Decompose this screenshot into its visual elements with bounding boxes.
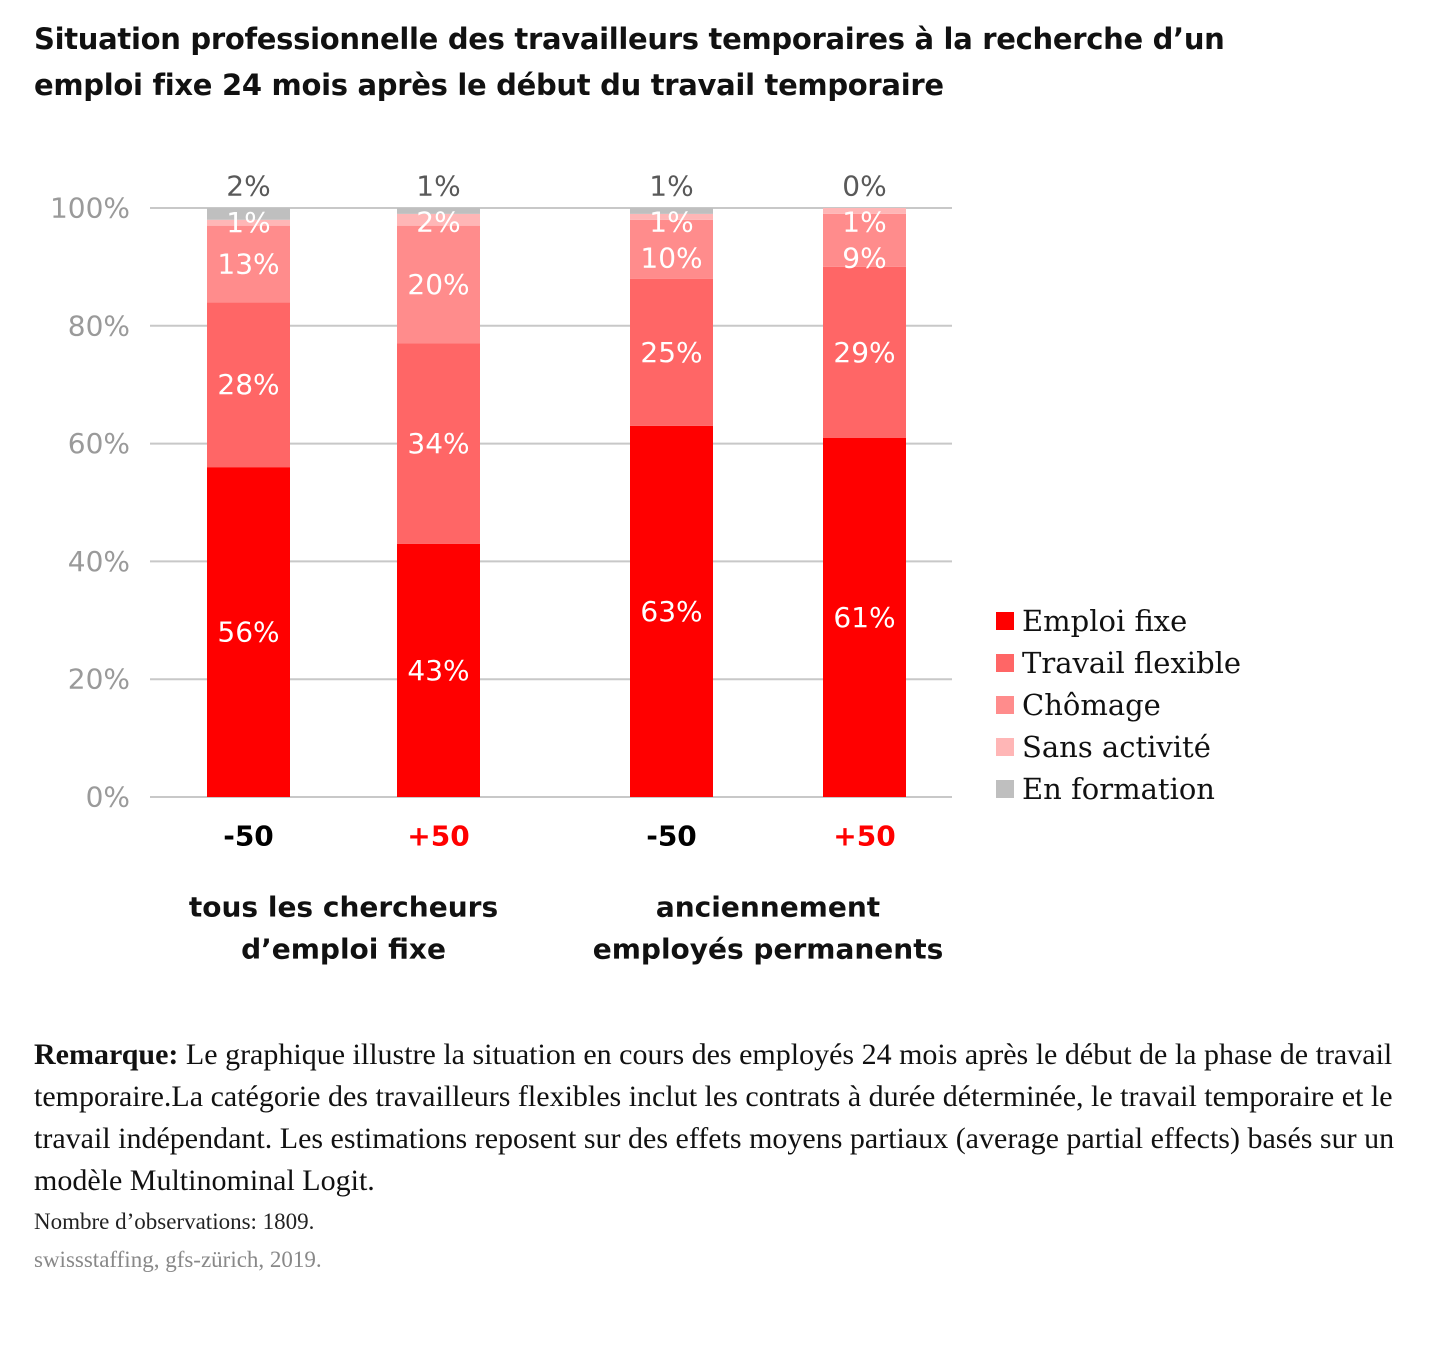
legend-label: Sans activité [1022,730,1211,764]
data-label: 63% [640,595,702,628]
bar-segment [397,543,480,797]
data-label: 61% [833,601,895,634]
y-tick-label: 100% [50,192,130,225]
data-label: 43% [407,654,469,687]
data-label: 0% [842,170,886,203]
x-tick-label: -50 [646,820,697,853]
legend-swatch [996,696,1014,714]
group-label: d’emploi fixe [241,933,446,966]
bar-segment [630,208,713,214]
y-tick-label: 80% [68,309,130,342]
y-tick-label: 0% [86,781,130,814]
legend-swatch [996,780,1014,798]
data-label: 1% [226,206,270,239]
data-label: 13% [217,247,279,280]
data-label: 28% [217,368,279,401]
data-label: 25% [640,336,702,369]
data-label: 2% [226,170,270,203]
y-tick-label: 60% [68,427,130,460]
data-label: 9% [842,242,886,275]
bar-segment [630,219,713,279]
bar-segment [823,437,906,797]
bar-segment [823,213,906,267]
group-label: anciennement [656,891,880,924]
data-label: 1% [649,206,693,239]
source: swissstaffing, gfs-zürich, 2019. [34,1247,322,1272]
chart-title: Situation professionnelle des travailleu… [34,22,1225,102]
x-tick-label: -50 [223,820,274,853]
bar-segment [207,467,290,797]
data-label: 1% [842,206,886,239]
bar-segment [397,343,480,544]
group-label: tous les chercheurs [189,891,498,924]
bar-segment [397,225,480,344]
data-label: 29% [833,336,895,369]
legend-swatch [996,612,1014,630]
data-label: 1% [416,170,460,203]
x-tick-label: +50 [833,820,895,853]
legend-swatch [996,738,1014,756]
group-label: employés permanents [593,933,944,966]
data-label: 56% [217,616,279,649]
data-label: 34% [407,427,469,460]
bar-segment [397,208,480,214]
bar-segment [207,208,290,220]
bar-segment [207,219,290,226]
legend-swatch [996,654,1014,672]
data-label: 1% [649,170,693,203]
chart-note: Remarque: Le graphique illustre la situa… [34,1034,1414,1202]
legend-label: En formation [1022,772,1215,806]
note-text: Le graphique illustre la situation en co… [34,1038,1395,1197]
legend-label: Emploi fixe [1022,604,1187,638]
bar-segment [630,425,713,797]
bar-segment [207,302,290,468]
bar-segment [823,266,906,438]
bar-segment [630,213,713,220]
x-tick-label: +50 [407,820,469,853]
legend-label: Chômage [1022,688,1161,722]
data-label: 10% [640,242,702,275]
y-tick-label: 20% [68,663,130,696]
bar-segment [630,278,713,426]
observations-count: Nombre d’observations: 1809. [34,1209,315,1234]
bar-segment [397,213,480,226]
stacked-bar-chart: 0%20%40%60%80%100%2%1%13%28%56%-501%2%20… [50,170,1241,966]
data-label: 2% [416,206,460,239]
note-label: Remarque: [34,1038,179,1071]
data-label: 20% [407,268,469,301]
bar-segment [823,208,906,214]
bar-segment [207,225,290,303]
legend-label: Travail flexible [1022,646,1241,680]
y-tick-label: 40% [68,545,130,578]
chart-footer: Remarque: Le graphique illustre la situa… [34,1034,1414,1276]
